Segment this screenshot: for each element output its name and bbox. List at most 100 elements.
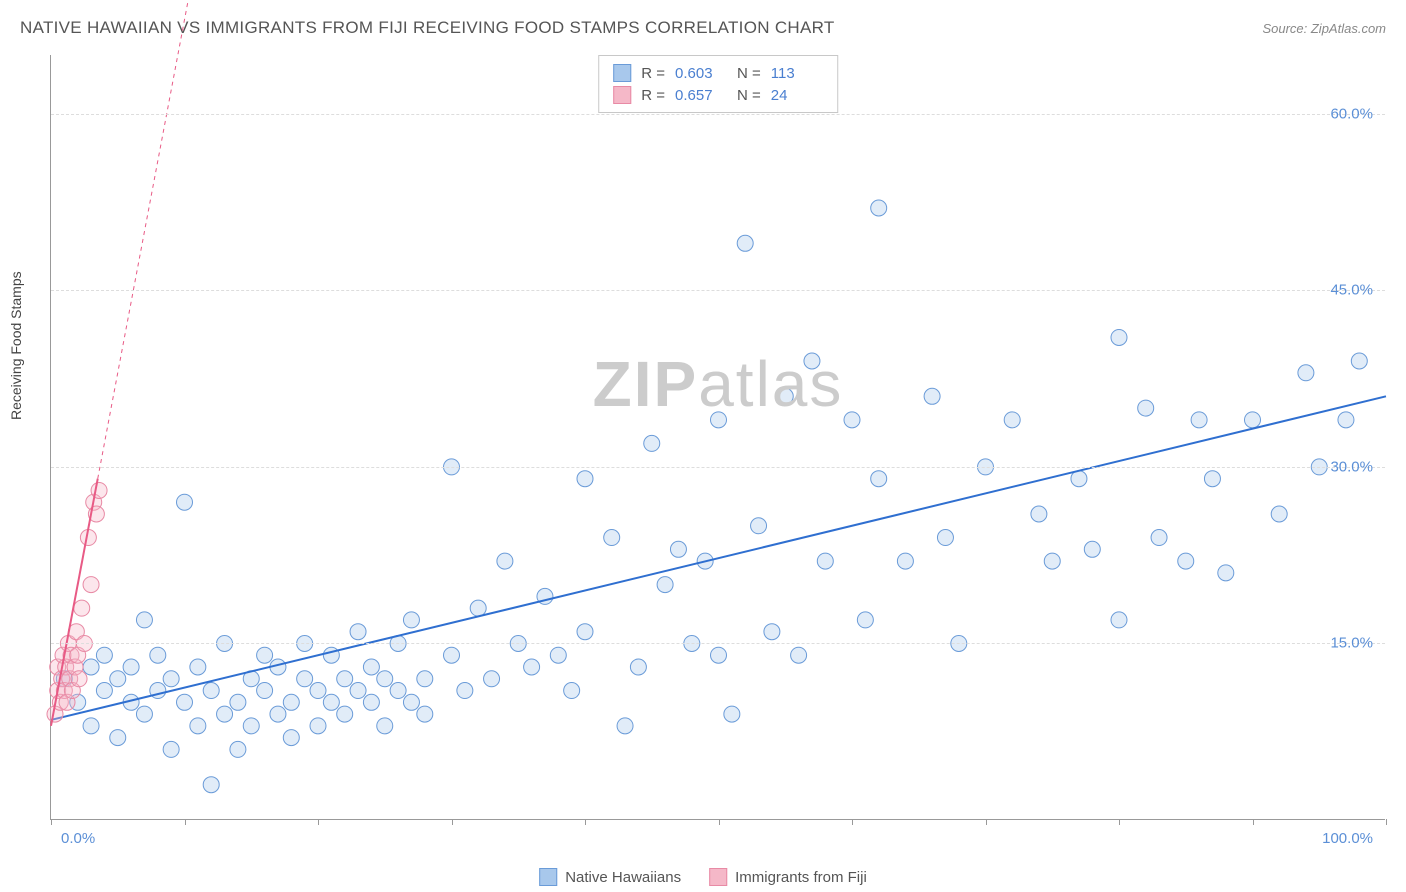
data-point: [83, 577, 99, 593]
swatch-hawaiian: [613, 64, 631, 82]
data-point: [577, 471, 593, 487]
data-point: [777, 388, 793, 404]
data-point: [203, 683, 219, 699]
data-point: [791, 647, 807, 663]
swatch-fiji-icon: [709, 868, 727, 886]
data-point: [71, 671, 87, 687]
data-point: [1084, 541, 1100, 557]
chart-title: NATIVE HAWAIIAN VS IMMIGRANTS FROM FIJI …: [20, 18, 835, 38]
data-point: [751, 518, 767, 534]
data-point: [417, 671, 433, 687]
data-point: [297, 671, 313, 687]
gridline: [51, 643, 1385, 644]
stats-legend: R = 0.603 N = 113 R = 0.657 N = 24: [598, 55, 838, 113]
data-point: [203, 777, 219, 793]
data-point: [804, 353, 820, 369]
xtick: [1119, 819, 1120, 825]
data-point: [857, 612, 873, 628]
data-point: [1245, 412, 1261, 428]
data-point: [1191, 412, 1207, 428]
xtick: [719, 819, 720, 825]
chart-area: ZIPatlas R = 0.603 N = 113 R = 0.657 N =…: [50, 55, 1385, 820]
data-point: [724, 706, 740, 722]
gridline: [51, 467, 1385, 468]
data-point: [230, 694, 246, 710]
xtick: [1386, 819, 1387, 825]
data-point: [657, 577, 673, 593]
data-point: [1178, 553, 1194, 569]
ytick-label: 30.0%: [1330, 458, 1373, 475]
data-point: [110, 730, 126, 746]
data-point: [350, 683, 366, 699]
xtick: [585, 819, 586, 825]
stats-row-2: R = 0.657 N = 24: [613, 84, 823, 106]
xtick: [51, 819, 52, 825]
data-point: [230, 741, 246, 757]
data-point: [177, 494, 193, 510]
data-point: [577, 624, 593, 640]
data-point: [110, 671, 126, 687]
data-point: [136, 612, 152, 628]
data-point: [257, 683, 273, 699]
gridline: [51, 114, 1385, 115]
data-point: [96, 647, 112, 663]
data-point: [163, 671, 179, 687]
data-point: [323, 694, 339, 710]
xtick-label-min: 0.0%: [61, 830, 95, 847]
data-point: [1298, 365, 1314, 381]
data-point: [457, 683, 473, 699]
data-point: [764, 624, 780, 640]
data-point: [1004, 412, 1020, 428]
scatter-plot: [51, 55, 1385, 819]
data-point: [283, 730, 299, 746]
data-point: [96, 683, 112, 699]
data-point: [844, 412, 860, 428]
data-point: [711, 412, 727, 428]
data-point: [524, 659, 540, 675]
data-point: [150, 647, 166, 663]
data-point: [617, 718, 633, 734]
data-point: [74, 600, 90, 616]
stats-row-1: R = 0.603 N = 113: [613, 62, 823, 84]
data-point: [1151, 530, 1167, 546]
data-point: [817, 553, 833, 569]
data-point: [1351, 353, 1367, 369]
data-point: [377, 718, 393, 734]
data-point: [310, 683, 326, 699]
data-point: [1204, 471, 1220, 487]
data-point: [83, 659, 99, 675]
data-point: [390, 683, 406, 699]
swatch-hawaiian-icon: [539, 868, 557, 886]
data-point: [484, 671, 500, 687]
data-point: [1111, 612, 1127, 628]
data-point: [1138, 400, 1154, 416]
xtick-label-max: 100.0%: [1322, 830, 1373, 847]
data-point: [363, 694, 379, 710]
legend-item-fiji: Immigrants from Fiji: [709, 868, 867, 886]
data-point: [337, 706, 353, 722]
data-point: [444, 647, 460, 663]
data-point: [310, 718, 326, 734]
data-point: [644, 435, 660, 451]
data-point: [403, 694, 419, 710]
data-point: [363, 659, 379, 675]
data-point: [1271, 506, 1287, 522]
data-point: [871, 200, 887, 216]
data-point: [257, 647, 273, 663]
data-point: [337, 671, 353, 687]
ytick-label: 60.0%: [1330, 105, 1373, 122]
data-point: [136, 706, 152, 722]
xtick: [318, 819, 319, 825]
data-point: [190, 659, 206, 675]
data-point: [243, 718, 259, 734]
ytick-label: 15.0%: [1330, 635, 1373, 652]
data-point: [937, 530, 953, 546]
data-point: [403, 612, 419, 628]
data-point: [711, 647, 727, 663]
bottom-legend: Native Hawaiians Immigrants from Fiji: [539, 868, 867, 886]
ytick-label: 45.0%: [1330, 282, 1373, 299]
legend-label-2: Immigrants from Fiji: [735, 869, 867, 886]
data-point: [897, 553, 913, 569]
data-point: [190, 718, 206, 734]
data-point: [564, 683, 580, 699]
